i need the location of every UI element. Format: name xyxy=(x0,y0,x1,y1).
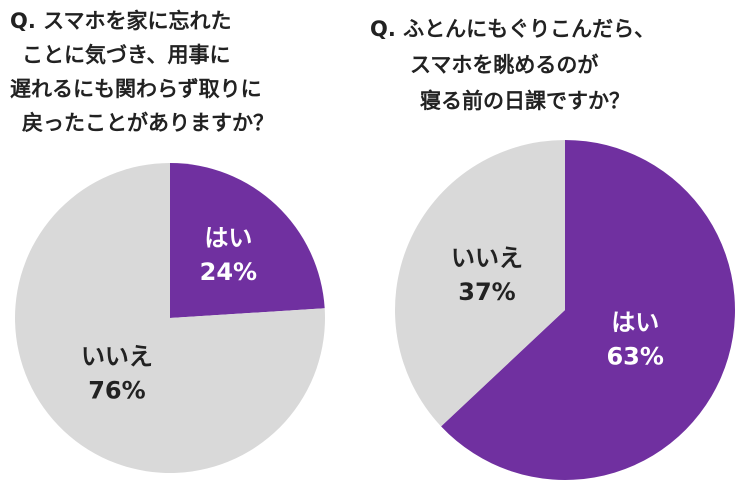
slice-label: いいえ xyxy=(81,342,153,370)
slice-label: はい xyxy=(611,308,659,336)
chart-title: Q. スマホを家に忘れた xyxy=(10,9,232,33)
chart-title: 遅れるにも関わらず取りに xyxy=(10,77,262,101)
value-label: 24% xyxy=(200,258,257,286)
slice-label: いいえ xyxy=(451,244,523,272)
chart-title: スマホを眺めるのが xyxy=(410,53,598,77)
pie-slice xyxy=(15,163,326,473)
chart-title: Q. ふとんにもぐりこんだら、 xyxy=(370,17,655,41)
value-label: 37% xyxy=(458,278,515,306)
chart-title: 寝る前の日課ですか？ xyxy=(420,89,630,113)
value-label: 76% xyxy=(88,376,145,404)
pie-slice xyxy=(441,140,735,480)
pie-slice xyxy=(170,163,325,318)
value-label: 63% xyxy=(606,342,663,370)
slice-label: はい xyxy=(204,224,252,252)
chart-title: 戻ったことがありますか？ xyxy=(22,111,274,135)
pie-slice xyxy=(395,140,565,427)
chart-title: ことに気づき、用事に xyxy=(22,43,231,67)
